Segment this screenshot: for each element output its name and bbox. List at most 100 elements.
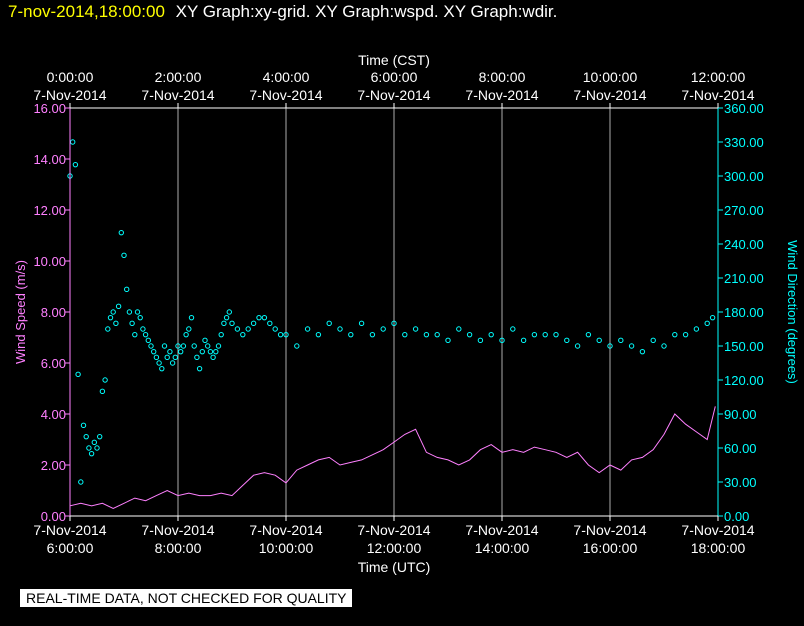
wind-direction-point <box>142 331 149 338</box>
wind-direction-point <box>585 331 592 338</box>
wind-direction-point <box>151 348 157 355</box>
wind-direction-point <box>553 331 559 338</box>
wind-direction-point <box>661 343 667 349</box>
wind-direction-point <box>596 337 602 344</box>
wind-direction-point <box>693 326 700 332</box>
wind-direction-point <box>199 348 206 355</box>
wind-direction-point <box>682 331 689 338</box>
wind-direction-point <box>207 348 214 355</box>
wind-direction-point <box>510 326 516 332</box>
wind-direction-point <box>223 314 230 321</box>
wind-direction-point <box>134 309 141 315</box>
top-tick-date: 7-Nov-2014 <box>681 87 754 103</box>
left-axis-label: Wind Speed (m/s) <box>13 260 28 364</box>
wind-direction-point <box>423 331 430 338</box>
wind-direction-point <box>172 354 179 361</box>
wind-direction-point <box>304 326 311 332</box>
wind-direction-point <box>78 479 84 485</box>
right-tick-label: 360.00 <box>724 101 764 116</box>
wind-direction-point <box>213 348 219 355</box>
wind-direction-point <box>326 320 332 327</box>
wind-direction-point <box>70 139 76 145</box>
wind-direction-point <box>210 354 216 361</box>
wind-direction-point <box>704 320 710 327</box>
right-axis-label: Wind Direction (degrees) <box>785 240 800 384</box>
wind-direction-point <box>129 320 135 327</box>
wind-direction-point <box>148 343 154 349</box>
wind-direction-point <box>226 309 233 315</box>
wind-direction-point <box>256 314 262 321</box>
top-tick-time: 6:00:00 <box>371 69 418 85</box>
wind-direction-point <box>175 343 181 349</box>
bottom-tick-time: 10:00:00 <box>259 540 314 556</box>
wind-speed-series <box>69 406 716 509</box>
wind-direction-point <box>194 354 200 361</box>
graph-titles: XY Graph:xy-grid. XY Graph:wspd. XY Grap… <box>175 2 558 21</box>
right-tick-label: 270.00 <box>724 203 764 218</box>
left-tick-label: 2.00 <box>41 458 66 473</box>
wind-direction-point <box>245 326 251 332</box>
wind-direction-point <box>542 331 548 338</box>
wind-direction-point <box>520 337 527 344</box>
wind-speed-line <box>69 406 716 509</box>
wind-direction-point <box>83 433 89 440</box>
wind-direction-point <box>126 309 133 315</box>
wind-direction-point <box>188 314 195 321</box>
left-tick-label: 8.00 <box>41 305 66 320</box>
bottom-tick-date: 7-Nov-2014 <box>357 522 430 538</box>
wind-direction-point <box>218 331 224 338</box>
wind-direction-point <box>402 331 408 338</box>
wind-direction-point <box>159 365 165 372</box>
wind-direction-point <box>267 320 273 327</box>
left-tick-label: 0.00 <box>41 509 66 524</box>
bottom-tick-date: 7-Nov-2014 <box>249 522 322 538</box>
quality-disclaimer: REAL-TIME DATA, NOT CHECKED FOR QUALITY <box>20 589 353 607</box>
bottom-tick-date: 7-Nov-2014 <box>465 522 538 538</box>
wind-direction-point <box>80 422 87 429</box>
wind-direction-point <box>140 326 146 332</box>
top-tick-time: 0:00:00 <box>47 69 94 85</box>
wind-direction-point <box>107 314 114 321</box>
top-tick-date: 7-Nov-2014 <box>249 87 322 103</box>
wind-direction-point <box>180 343 187 349</box>
wind-direction-point <box>205 343 211 349</box>
wind-direction-point <box>499 337 505 344</box>
wind-direction-point <box>709 314 716 321</box>
graph-timestamp: 7-nov-2014,18:00:00 <box>8 2 165 21</box>
wind-direction-point <box>156 360 162 366</box>
wind-direction-point <box>358 320 365 327</box>
top-tick-date: 7-Nov-2014 <box>33 87 106 103</box>
wind-direction-point <box>618 337 624 344</box>
right-tick-label: 60.00 <box>724 441 757 456</box>
bottom-axis-label: Time (UTC) <box>358 559 431 575</box>
wind-direction-point <box>105 326 111 332</box>
wind-direction-point <box>488 331 494 338</box>
wind-direction-point <box>337 326 343 332</box>
wind-direction-point <box>628 343 635 349</box>
wind-direction-point <box>99 388 106 395</box>
bottom-tick-date: 7-Nov-2014 <box>681 522 754 538</box>
left-tick-label: 12.00 <box>33 203 66 218</box>
left-tick-label: 14.00 <box>33 152 66 167</box>
right-tick-label: 90.00 <box>724 407 757 422</box>
wind-direction-point <box>121 252 127 259</box>
wind-direction-point <box>348 331 354 338</box>
right-tick-label: 180.00 <box>724 305 764 320</box>
wind-direction-point <box>283 331 289 338</box>
wind-direction-point <box>132 331 138 338</box>
wind-direction-point <box>531 331 538 338</box>
top-tick-time: 2:00:00 <box>155 69 202 85</box>
top-tick-date: 7-Nov-2014 <box>357 87 430 103</box>
wind-direction-point <box>91 439 98 446</box>
wind-direction-point <box>186 326 192 332</box>
top-tick-time: 12:00:00 <box>691 69 746 85</box>
wind-direction-point <box>178 348 184 355</box>
right-tick-label: 210.00 <box>724 271 764 286</box>
top-tick-time: 8:00:00 <box>479 69 526 85</box>
wind-direction-point <box>215 343 222 349</box>
left-tick-label: 6.00 <box>41 356 66 371</box>
wind-direction-point <box>161 343 168 349</box>
wind-direction-point <box>380 326 386 332</box>
wind-direction-point <box>234 326 241 332</box>
